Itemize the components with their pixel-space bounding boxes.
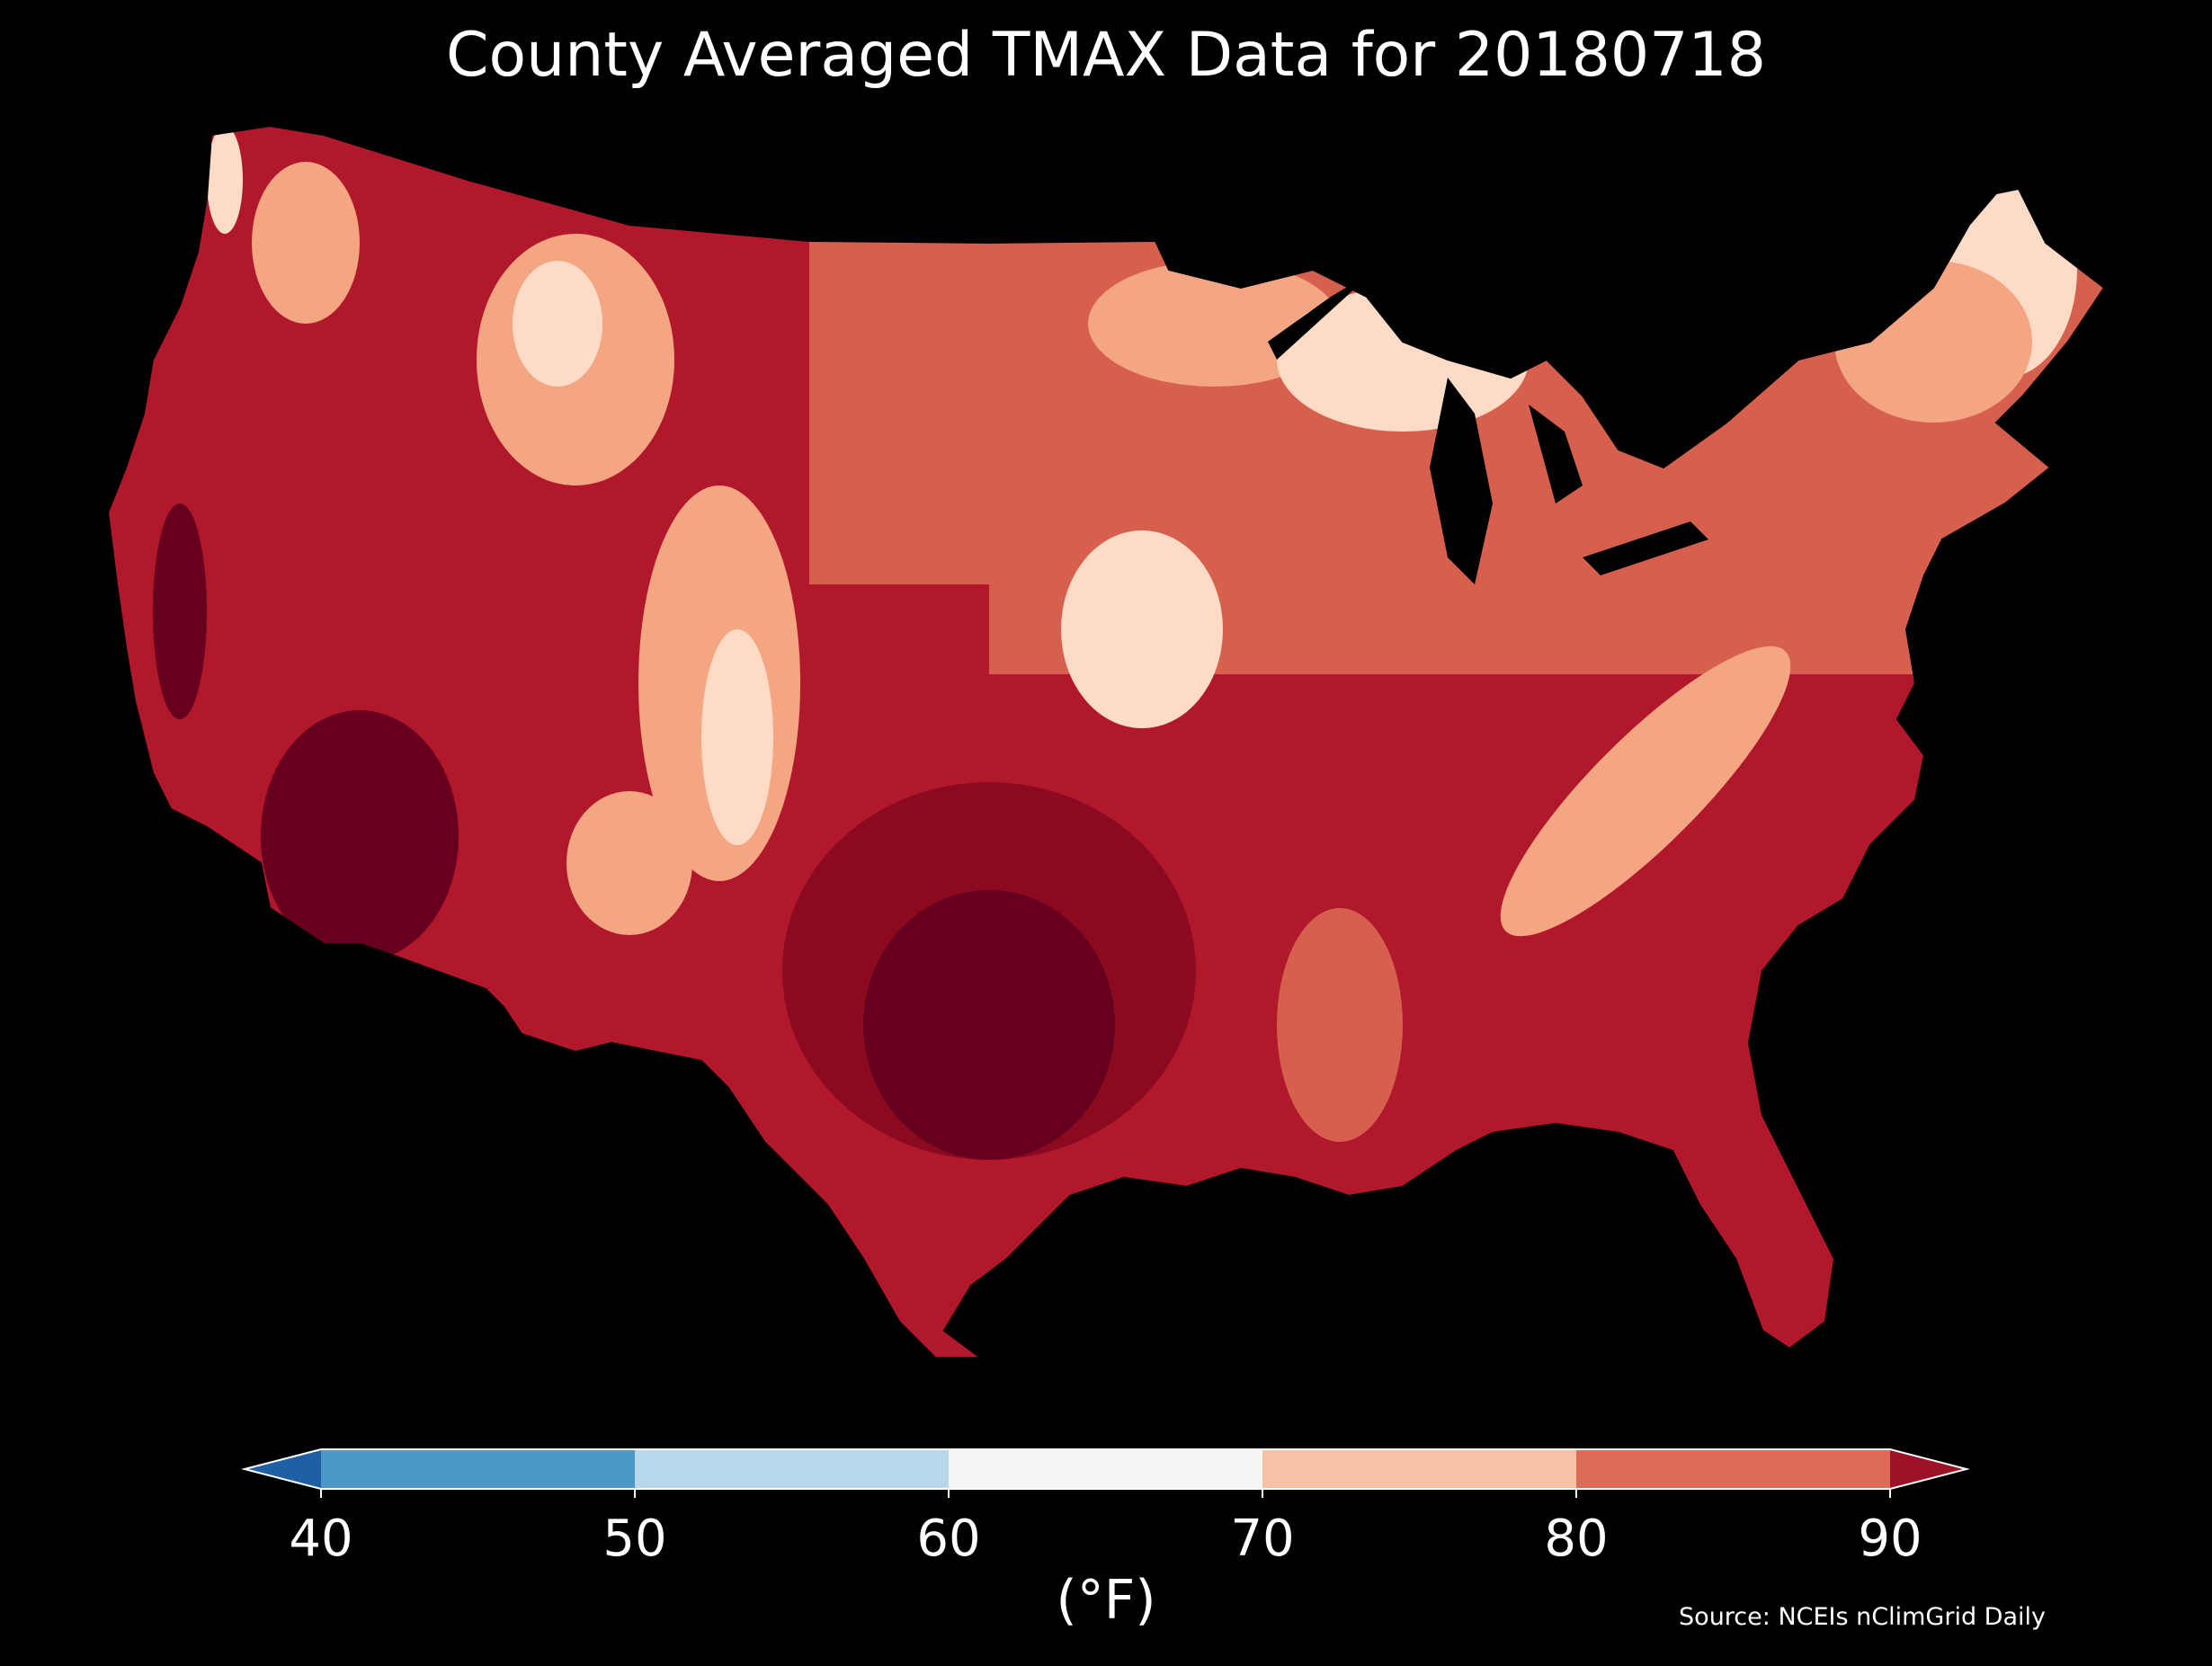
map-title: County Averaged TMAX Data for 20180718 <box>446 20 1766 91</box>
colorbar-bin <box>949 1449 1262 1489</box>
colorbar-bin <box>1576 1449 1890 1489</box>
source-credit: Source: NCEIs nClimGrid Daily <box>1679 1603 2046 1631</box>
colorbar-tick-label: 70 <box>1230 1510 1294 1568</box>
colorbar-ticks: 40 50 60 70 80 90 <box>289 1489 1922 1568</box>
region-rockies-north <box>513 261 602 387</box>
colorbar-tick-label: 50 <box>602 1510 666 1568</box>
region-central-valley <box>153 503 207 719</box>
region-northern-plains <box>809 225 1079 584</box>
region-texas-hottest <box>863 890 1115 1160</box>
lake-superior <box>1268 270 1376 360</box>
colorbar-tick-label: 90 <box>1858 1510 1922 1568</box>
lake-michigan <box>1430 378 1493 584</box>
region-iowa-cool <box>1061 530 1223 728</box>
colorbar-bin <box>321 1449 635 1489</box>
region-puget-sound <box>207 126 243 234</box>
colorbar-extend-high <box>1890 1449 1967 1489</box>
lake-erie <box>1583 521 1708 575</box>
region-washington-coast <box>252 162 360 324</box>
colorbar-tick-label: 60 <box>916 1510 980 1568</box>
us-county-tmax-map <box>107 125 2105 1359</box>
region-lower-mississippi <box>1277 908 1403 1142</box>
region-new-mexico-high <box>566 791 692 935</box>
colorbar-bin <box>1262 1449 1576 1489</box>
colorbar-bin <box>635 1449 949 1489</box>
region-appalachians <box>1500 646 1791 937</box>
colorbar-unit-label: (°F) <box>1056 1569 1156 1632</box>
region-colorado-high <box>701 629 773 845</box>
colorbar-extend-low <box>245 1449 321 1489</box>
region-desert-southwest <box>261 710 459 962</box>
colorbar-bins <box>241 1448 1970 1490</box>
colorbar-tick-label: 40 <box>289 1510 352 1568</box>
colorbar-tick-label: 80 <box>1544 1510 1608 1568</box>
lake-huron <box>1529 405 1583 503</box>
great-lakes <box>1268 270 1708 584</box>
